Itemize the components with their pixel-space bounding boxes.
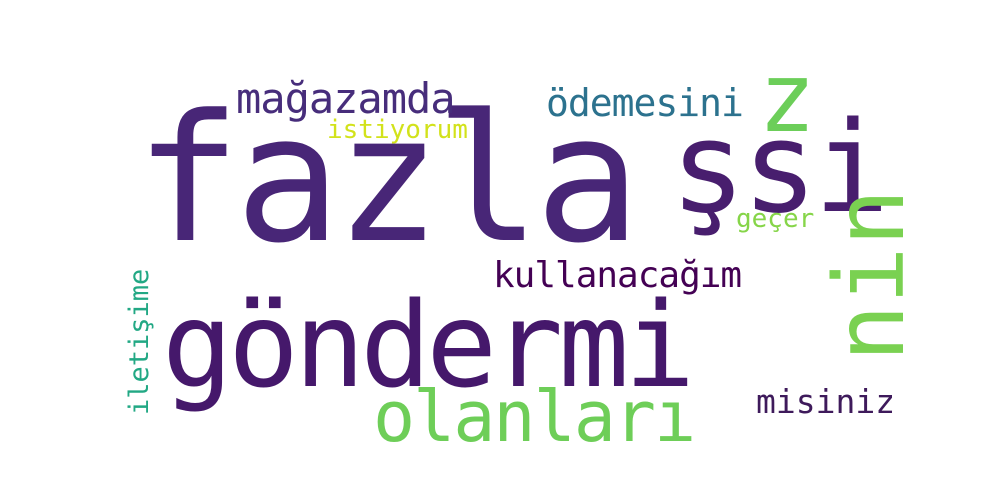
word-olanlari: olanları bbox=[373, 376, 696, 458]
word-magazamda: mağazamda bbox=[236, 74, 456, 123]
word-odemesini: ödemesini bbox=[546, 81, 744, 125]
word-fazla: fazla bbox=[135, 77, 641, 282]
word-gecer: geçer bbox=[736, 204, 815, 234]
word-kullanacagim: kullanacağım bbox=[493, 255, 742, 296]
word-gondermi: göndermi bbox=[162, 276, 695, 414]
word-si: şsi bbox=[670, 94, 890, 241]
word-istiyorum: istiyorum bbox=[327, 115, 468, 145]
word-z: z bbox=[758, 42, 816, 154]
word-misiniz: misiniz bbox=[756, 382, 896, 421]
word-iletisime: iletişime bbox=[124, 268, 155, 415]
word-nin: nin bbox=[814, 188, 926, 362]
